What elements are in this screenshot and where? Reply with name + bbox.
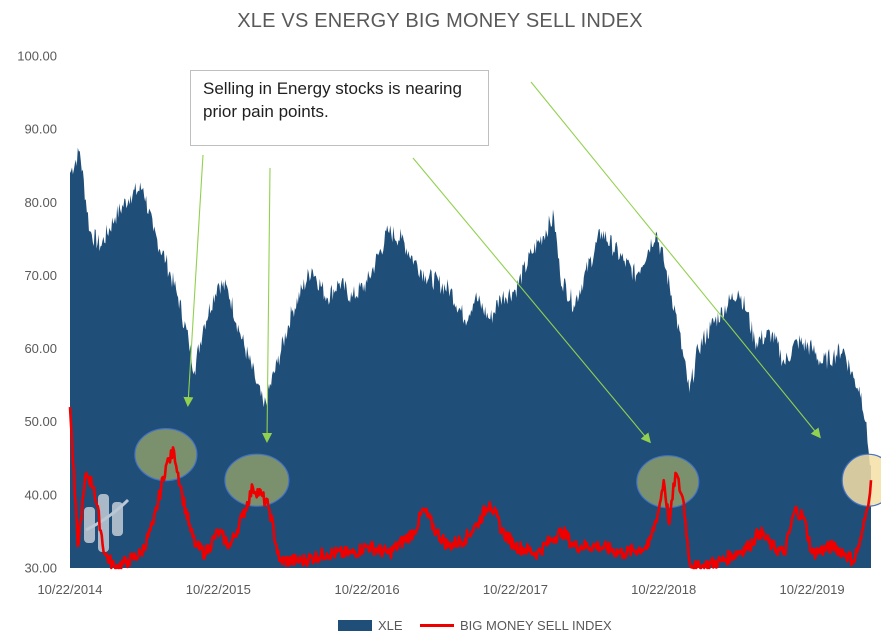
y-tick-label: 90.00 — [24, 122, 57, 137]
legend-label-sell-index: BIG MONEY SELL INDEX — [460, 618, 612, 633]
legend-label-xle: XLE — [378, 618, 403, 633]
annotation-arrow — [530, 81, 821, 439]
y-tick-label: 80.00 — [24, 195, 57, 210]
y-tick-label: 100.00 — [17, 49, 57, 64]
annotation-arrow — [183, 154, 204, 407]
x-tick-label: 10/22/2017 — [483, 582, 548, 597]
highlight-circle — [224, 453, 290, 507]
annotation-callout: Selling in Energy stocks is nearing prio… — [190, 70, 489, 146]
highlight-circle — [134, 428, 198, 482]
annotation-arrow — [412, 157, 651, 444]
x-tick-label: 10/22/2014 — [37, 582, 102, 597]
y-tick-label: 50.00 — [24, 414, 57, 429]
y-tick-label: 40.00 — [24, 487, 57, 502]
chart-title: XLE VS ENERGY BIG MONEY SELL INDEX — [237, 10, 642, 32]
x-tick-label: 10/22/2019 — [780, 582, 845, 597]
xle-area — [70, 147, 871, 568]
y-tick-label: 70.00 — [24, 268, 57, 283]
y-tick-label: 30.00 — [24, 561, 57, 576]
y-tick-label: 60.00 — [24, 341, 57, 356]
sell-index-line — [68, 407, 873, 570]
annotation-text: Selling in Energy stocks is nearing prio… — [203, 79, 462, 121]
plot-area — [68, 81, 881, 570]
annotation-arrow — [262, 167, 273, 443]
x-tick-label: 10/22/2016 — [335, 582, 400, 597]
highlight-circle — [636, 455, 700, 509]
legend: XLE BIG MONEY SELL INDEX — [338, 618, 612, 633]
x-axis: 10/22/2014 10/22/2015 10/22/2016 10/22/2017… — [37, 582, 844, 597]
x-tick-label: 10/22/2015 — [186, 582, 251, 597]
y-axis: 100.00 90.00 80.00 70.00 60.00 50.00 40.00 30.0… — [17, 49, 57, 576]
x-tick-label: 10/22/2018 — [631, 582, 696, 597]
legend-swatch-xle — [338, 620, 372, 631]
